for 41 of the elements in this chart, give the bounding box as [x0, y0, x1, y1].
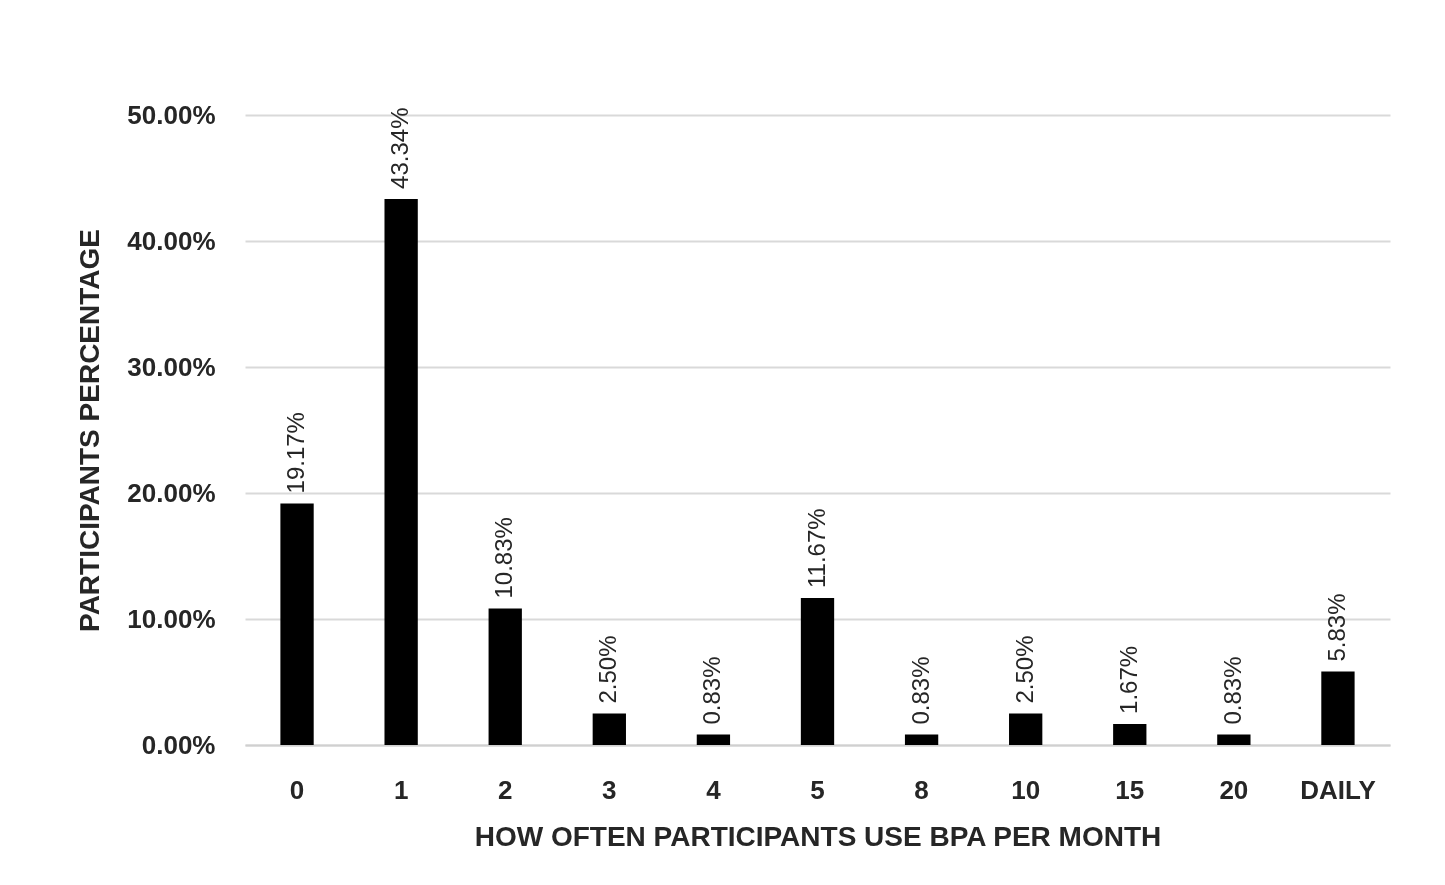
x-tick-label: 20	[1219, 774, 1249, 805]
data-label: 5.83%	[1322, 593, 1350, 662]
bar	[1321, 671, 1355, 745]
data-label: 0.83%	[698, 656, 726, 725]
x-tick-label: 3	[602, 774, 617, 805]
data-label: 0.83%	[1218, 656, 1246, 725]
y-tick-label: 40.00%	[127, 225, 216, 256]
data-label: 0.83%	[906, 656, 934, 725]
x-tick-label: 2	[497, 774, 513, 805]
y-tick-label: 30.00%	[127, 351, 216, 382]
bar	[488, 608, 522, 745]
x-tick-label: 0	[289, 774, 305, 805]
data-label: 2.50%	[1010, 635, 1038, 704]
bar	[696, 734, 731, 745]
x-axis-title: HOW OFTEN PARTICIPANTS USE BPA PER MONTH	[474, 820, 1162, 852]
data-label: 19.17%	[282, 412, 310, 494]
data-label: 43.34%	[386, 107, 414, 189]
bar	[592, 713, 626, 745]
bar	[904, 734, 939, 745]
bar	[1217, 734, 1251, 745]
data-label: 2.50%	[594, 635, 622, 704]
bar	[1009, 713, 1043, 745]
bar	[1113, 723, 1147, 745]
data-label: 11.67%	[802, 508, 830, 588]
data-label: 10.83%	[490, 517, 518, 599]
y-tick-label: 0.00%	[141, 729, 216, 760]
bar	[384, 198, 418, 745]
x-tick-label: 5	[810, 774, 825, 805]
y-tick-label: 20.00%	[127, 477, 216, 508]
y-tick-label: 50.00%	[127, 99, 216, 130]
x-tick-label: 15	[1115, 774, 1145, 805]
x-tick-label: 4	[706, 774, 722, 805]
x-tick-label: 10	[1011, 774, 1041, 805]
y-axis-title: PARTICIPANTS PERCENTAGE	[74, 229, 106, 632]
x-tick-label: 8	[914, 774, 929, 805]
bar	[280, 503, 314, 745]
x-tick-label: 1	[393, 774, 409, 805]
y-tick-label: 10.00%	[127, 603, 216, 634]
x-tick-label: DAILY	[1300, 774, 1376, 805]
bar	[800, 597, 835, 745]
data-label: 1.67%	[1114, 645, 1142, 714]
